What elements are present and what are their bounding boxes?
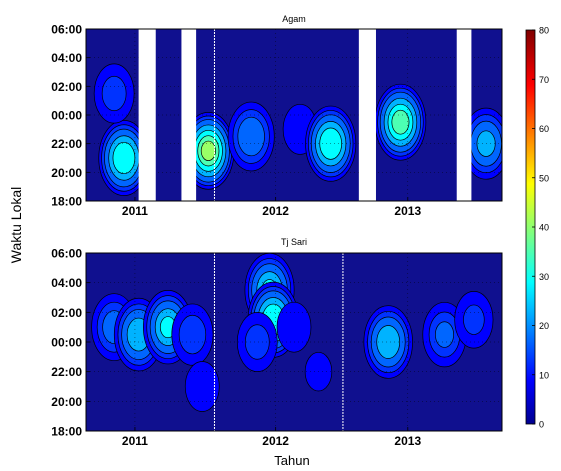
hotspot-4 <box>184 361 220 412</box>
hotspot-3-contour-2 <box>237 116 265 157</box>
hotspot-6-contour-5 <box>391 109 410 135</box>
hotspot-12-contour-1 <box>463 304 485 335</box>
gaps-agam <box>138 29 472 201</box>
colorbar-tick-label-5: 50 <box>539 173 549 183</box>
hotspot-1-contour-1 <box>101 75 127 112</box>
hotspot-10-contour-3 <box>376 325 401 359</box>
hotspot-3 <box>227 101 275 172</box>
x-tick-label-1: 2012 <box>262 204 289 218</box>
y-tick-label-3: 00:00 <box>51 336 82 350</box>
hotspot-0-contour-4 <box>112 141 136 175</box>
y-tick-label-0: 06:00 <box>51 247 82 261</box>
no-data-gap-1 <box>181 29 197 201</box>
y-tick-label-4: 22:00 <box>51 365 82 379</box>
shared-y-axis-label: Waktu Lokal <box>8 187 24 264</box>
y-tick-label-2: 02:00 <box>51 80 82 94</box>
colorbar-tick-label-2: 20 <box>539 321 549 331</box>
x-tick-label-2: 2013 <box>394 204 421 218</box>
y-tick-label-1: 04:00 <box>51 276 82 290</box>
no-data-gap-2 <box>358 29 376 201</box>
y-tick-label-6: 18:00 <box>51 425 82 439</box>
hotspot-2-contour-6 <box>200 140 216 161</box>
grid-tj-sari <box>86 253 502 431</box>
y-tick-label-1: 04:00 <box>51 51 82 65</box>
hotspot-7-contour-1 <box>244 324 270 360</box>
x-tick-label-0: 2011 <box>122 434 148 448</box>
hotspot-4-contour-0 <box>184 361 220 412</box>
x-tick-label-1: 2012 <box>262 434 289 448</box>
colorbar-tick-label-7: 70 <box>539 75 549 85</box>
y-tick-label-0: 06:00 <box>51 23 82 37</box>
no-data-gap-0 <box>138 29 156 201</box>
hotspot-10 <box>363 305 413 379</box>
x-tick-label-2: 2013 <box>394 434 421 448</box>
x-ticks-agam: 2011 2012 2013 <box>122 197 421 218</box>
hotspot-11-contour-2 <box>435 321 454 348</box>
colorbar-tick-label-3: 30 <box>539 272 549 282</box>
panel-title-agam: Agam <box>282 14 306 24</box>
y-tick-label-3: 00:00 <box>51 109 82 123</box>
y-tick-label-5: 20:00 <box>51 395 82 409</box>
hotspot-8 <box>276 301 312 353</box>
no-data-gap-3 <box>456 29 472 201</box>
colorbar: 0 10 20 30 40 50 60 70 80 <box>525 26 549 430</box>
x-tick-label-0: 2011 <box>122 204 148 218</box>
y-tick-label-4: 22:00 <box>51 137 82 151</box>
hotspot-1 <box>93 63 135 124</box>
panel-tj-sari: Tj Sari 06:00 04:00 02:00 00:00 22:00 20:00 18… <box>51 237 503 448</box>
colorbar-tick-label-6: 60 <box>539 124 549 134</box>
hotspot-8-contour-0 <box>276 301 312 353</box>
hotspot-3 <box>171 303 214 366</box>
grid-agam <box>86 29 502 201</box>
colorbar-tick-label-8: 80 <box>539 26 549 36</box>
panel-title-tj-sari: Tj Sari <box>281 237 307 247</box>
hotspot-12 <box>454 291 494 349</box>
colorbar-tick-label-1: 10 <box>539 370 549 380</box>
y-ticks-tj-sari: 06:00 04:00 02:00 00:00 22:00 20:00 18:00 <box>51 247 90 439</box>
panel-agam: Agam 06:00 04:00 02:00 00:00 22:00 20:00 18:00… <box>51 14 503 218</box>
y-ticks-agam: 06:00 04:00 02:00 00:00 22:00 20:00 18:00 <box>51 23 90 209</box>
y-tick-label-2: 02:00 <box>51 306 82 320</box>
colorbar-ticks: 0 10 20 30 40 50 60 70 80 <box>532 26 549 430</box>
hotspot-3-contour-1 <box>178 314 207 355</box>
y-tick-label-6: 18:00 <box>51 195 82 209</box>
hotspot-6 <box>374 83 427 161</box>
colorbar-tick-label-4: 40 <box>539 223 549 233</box>
colorbar-tick-label-0: 0 <box>539 420 544 430</box>
hotspot-7 <box>236 312 278 372</box>
shared-x-axis-label: Tahun <box>274 453 309 468</box>
x-ticks-tj-sari: 2011 2012 2013 <box>122 427 421 448</box>
y-tick-label-5: 20:00 <box>51 166 82 180</box>
